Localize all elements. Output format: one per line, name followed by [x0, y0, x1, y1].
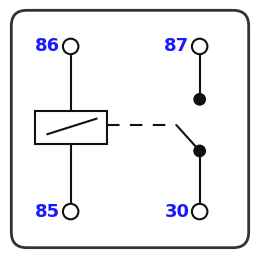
Text: 86: 86: [35, 37, 60, 55]
Bar: [35, 111, 107, 144]
Circle shape: [194, 94, 205, 105]
Text: 30: 30: [164, 203, 189, 221]
Text: 87: 87: [164, 37, 189, 55]
Circle shape: [192, 39, 207, 54]
Text: 85: 85: [35, 203, 60, 221]
FancyBboxPatch shape: [11, 10, 249, 248]
Circle shape: [192, 204, 207, 219]
Circle shape: [63, 204, 79, 219]
Circle shape: [63, 39, 79, 54]
Circle shape: [194, 145, 205, 157]
